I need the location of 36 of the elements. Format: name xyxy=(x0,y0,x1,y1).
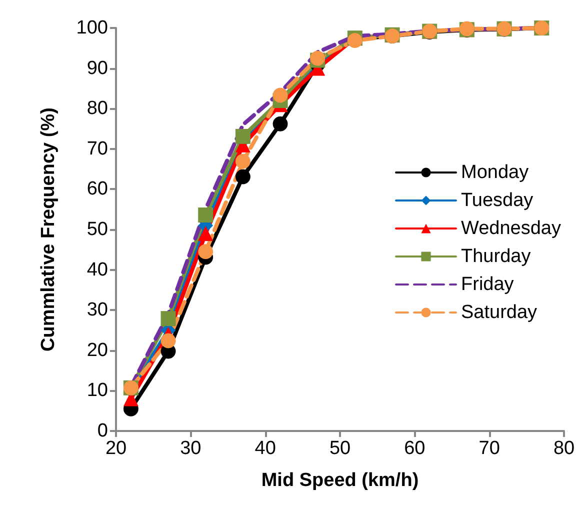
y-tick-label: 40 xyxy=(86,259,108,280)
y-tick-label: 60 xyxy=(86,178,108,200)
point xyxy=(198,226,214,242)
point xyxy=(235,128,250,144)
y-tick-label: 50 xyxy=(86,219,108,240)
y-tick-label: 90 xyxy=(86,58,108,79)
legend-label: Saturday xyxy=(461,302,538,323)
y-tick-label: 20 xyxy=(86,340,108,361)
legend-label: Friday xyxy=(461,274,514,295)
y-tick-label: 30 xyxy=(86,300,108,321)
y-tick-label: 70 xyxy=(86,138,108,160)
x-tick-label: 40 xyxy=(254,438,276,459)
x-tick-label: 50 xyxy=(329,438,351,459)
point xyxy=(272,88,288,103)
x-tick-label: 60 xyxy=(404,438,426,459)
y-tick-label: 0 xyxy=(97,420,108,442)
point xyxy=(160,311,176,326)
legend-label: Tuesday xyxy=(461,190,534,211)
x-tick-label: 80 xyxy=(553,438,575,459)
point xyxy=(198,244,214,260)
x-axis-title: Mid Speed (km/h) xyxy=(261,470,419,491)
legend-label: Thurday xyxy=(461,246,532,267)
point xyxy=(235,169,250,184)
legend-label: Wednesday xyxy=(461,218,562,239)
point xyxy=(272,116,288,132)
y-tick-label: 80 xyxy=(86,98,108,120)
y-tick-label: 10 xyxy=(86,380,108,402)
point xyxy=(235,154,250,169)
y-tick-label: 100 xyxy=(76,18,108,38)
point xyxy=(160,333,176,348)
y-axis-title: Cummlative Frequency (%) xyxy=(38,108,59,352)
point xyxy=(198,207,214,222)
x-tick-label: 20 xyxy=(105,438,127,459)
x-tick-label: 30 xyxy=(180,438,202,459)
x-tick-label: 70 xyxy=(478,438,500,459)
legend-label: Monday xyxy=(461,162,530,183)
